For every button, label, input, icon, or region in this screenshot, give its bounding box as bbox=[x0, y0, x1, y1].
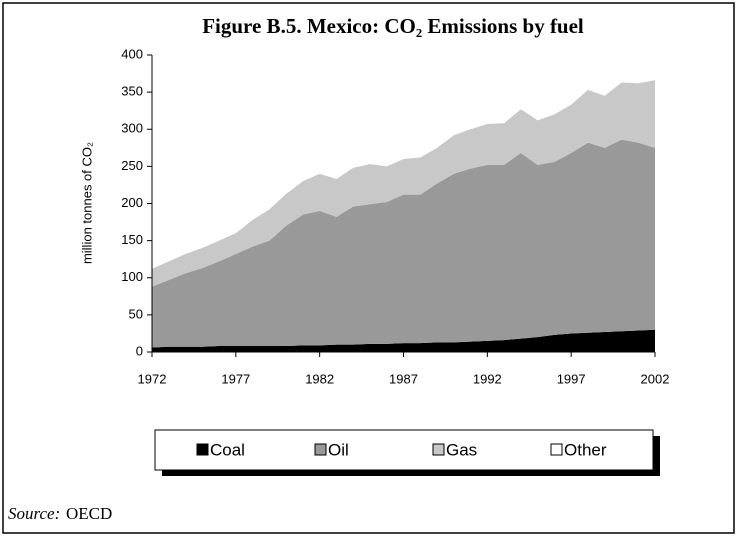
area bbox=[152, 80, 655, 287]
area bbox=[152, 329, 655, 352]
x-tick-label: 1997 bbox=[557, 371, 586, 386]
legend-swatch bbox=[550, 443, 563, 456]
chart-title: Figure B.5. Mexico: CO₂ Emissions by fue… bbox=[202, 14, 584, 38]
legend-swatch bbox=[314, 443, 327, 456]
legend-label: Oil bbox=[328, 440, 349, 459]
x-tick-label: 1987 bbox=[389, 371, 418, 386]
y-tick-label: 400 bbox=[121, 46, 143, 61]
source-label: Source: bbox=[8, 504, 60, 523]
legend-label: Gas bbox=[446, 440, 477, 459]
y-tick-label: 50 bbox=[129, 306, 143, 321]
y-tick-label: 300 bbox=[121, 121, 143, 136]
y-tick-label: 100 bbox=[121, 269, 143, 284]
legend-swatch bbox=[432, 443, 445, 456]
area bbox=[152, 139, 655, 348]
legend-box bbox=[154, 429, 654, 471]
x-tick-label: 1972 bbox=[138, 371, 167, 386]
y-tick-label: 0 bbox=[136, 343, 143, 358]
y-tick-label: 200 bbox=[121, 195, 143, 210]
y-tick-label: 350 bbox=[121, 84, 143, 99]
y-axis-label: million tonnes of CO₂ bbox=[79, 142, 94, 264]
legend-label: Other bbox=[564, 440, 607, 459]
y-tick-label: 150 bbox=[121, 232, 143, 247]
y-tick-label: 250 bbox=[121, 158, 143, 173]
legend-label: Coal bbox=[210, 440, 245, 459]
x-tick-label: 1992 bbox=[473, 371, 502, 386]
legend-swatch bbox=[196, 443, 209, 456]
source: OECD bbox=[66, 504, 112, 523]
x-tick-label: 1982 bbox=[305, 371, 334, 386]
x-tick-label: 2002 bbox=[641, 371, 670, 386]
x-tick-label: 1977 bbox=[221, 371, 250, 386]
